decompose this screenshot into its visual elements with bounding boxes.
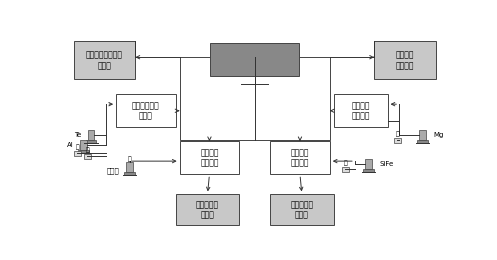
Text: 铁水最终
微调设备: 铁水最终 微调设备 bbox=[396, 50, 414, 70]
Text: 双参数: 双参数 bbox=[106, 167, 119, 174]
Bar bbox=[78, 150, 88, 153]
Bar bbox=[210, 43, 299, 76]
Bar bbox=[363, 169, 374, 172]
Bar bbox=[87, 130, 94, 140]
Bar bbox=[85, 140, 96, 143]
Text: Te: Te bbox=[74, 132, 82, 138]
Bar bbox=[419, 130, 426, 140]
Text: 空: 空 bbox=[85, 147, 89, 153]
Text: 球铁孕育
效果评价: 球铁孕育 效果评价 bbox=[291, 148, 309, 167]
Text: 原铁水冶金状
态评价: 原铁水冶金状 态评价 bbox=[132, 101, 160, 120]
Bar bbox=[124, 172, 135, 175]
Bar bbox=[179, 141, 240, 174]
Bar bbox=[80, 140, 87, 150]
Text: Mg: Mg bbox=[434, 132, 444, 138]
Text: 球铁球化
效果评价: 球铁球化 效果评价 bbox=[200, 148, 219, 167]
Bar bbox=[74, 41, 135, 79]
Text: 孕育处理调
控设备: 孕育处理调 控设备 bbox=[290, 200, 314, 220]
Text: 空: 空 bbox=[128, 157, 131, 162]
Text: 原铁水冶金状态调
控设备: 原铁水冶金状态调 控设备 bbox=[86, 50, 123, 70]
Bar bbox=[126, 162, 133, 172]
Text: 空: 空 bbox=[395, 132, 399, 137]
Bar bbox=[179, 57, 330, 140]
Bar bbox=[74, 151, 81, 155]
Text: Al: Al bbox=[67, 142, 74, 148]
Text: 空: 空 bbox=[76, 145, 80, 150]
Bar bbox=[394, 138, 401, 142]
Text: SiFe: SiFe bbox=[380, 161, 394, 167]
Bar bbox=[176, 194, 240, 225]
Bar bbox=[270, 194, 333, 225]
Bar bbox=[333, 94, 388, 127]
Text: 球化处理调
控设备: 球化处理调 控设备 bbox=[196, 200, 219, 220]
Bar bbox=[83, 154, 90, 159]
Bar bbox=[417, 140, 427, 143]
Bar bbox=[270, 141, 330, 174]
Text: 铁水最终
状态评价: 铁水最终 状态评价 bbox=[351, 101, 370, 120]
Bar bbox=[116, 94, 176, 127]
Bar bbox=[365, 159, 372, 169]
Bar bbox=[342, 167, 349, 172]
Bar bbox=[374, 41, 436, 79]
Text: 空: 空 bbox=[343, 160, 347, 166]
